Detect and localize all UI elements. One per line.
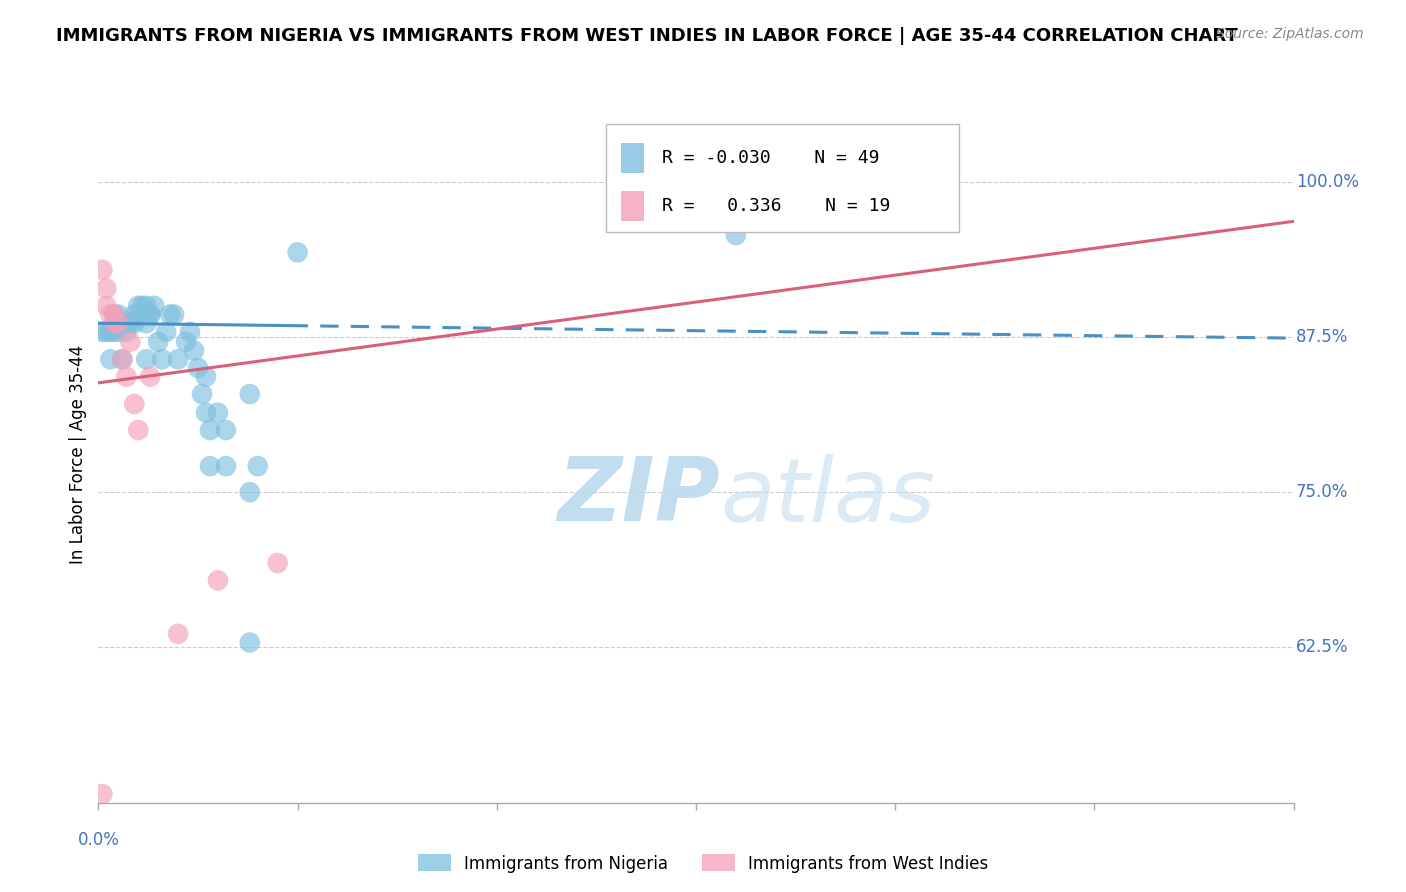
Point [107, 316, 129, 330]
Point [267, 556, 290, 570]
Point [115, 369, 138, 384]
Point [124, 316, 146, 330]
FancyBboxPatch shape [620, 143, 644, 173]
Point [96, 299, 118, 313]
Point [724, 183, 747, 197]
Point [124, 308, 146, 322]
Point [96, 281, 118, 295]
Point [155, 325, 177, 339]
Point [91, 325, 114, 339]
Point [246, 459, 269, 474]
Text: 100.0%: 100.0% [1296, 172, 1360, 191]
Text: atlas: atlas [720, 454, 935, 540]
Text: Source: ZipAtlas.com: Source: ZipAtlas.com [1216, 27, 1364, 41]
Point [194, 406, 218, 420]
Point [120, 334, 142, 349]
Text: R =   0.336    N = 19: R = 0.336 N = 19 [662, 197, 890, 215]
Point [139, 369, 162, 384]
Point [107, 308, 129, 322]
Y-axis label: In Labor Force | Age 35-44: In Labor Force | Age 35-44 [69, 345, 87, 565]
Point [111, 352, 134, 367]
Point [198, 459, 221, 474]
Point [98, 308, 122, 322]
FancyBboxPatch shape [620, 191, 644, 221]
Point [215, 459, 238, 474]
Point [174, 334, 197, 349]
Point [215, 423, 238, 437]
Point [135, 299, 157, 313]
Point [115, 325, 138, 339]
Point [124, 397, 146, 411]
Point [207, 406, 229, 420]
Point [96, 325, 118, 339]
Point [139, 308, 162, 322]
Point [91, 262, 114, 277]
Point [127, 308, 149, 322]
Point [167, 352, 190, 367]
Point [187, 360, 209, 375]
Point [167, 627, 190, 641]
Point [148, 334, 170, 349]
Point [135, 352, 157, 367]
Point [198, 423, 221, 437]
Point [103, 308, 125, 322]
Point [207, 574, 229, 588]
Point [111, 316, 134, 330]
Text: ZIP: ZIP [557, 453, 720, 541]
Text: R = -0.030    N = 49: R = -0.030 N = 49 [662, 149, 880, 167]
Point [115, 316, 138, 330]
Point [163, 308, 186, 322]
Point [183, 343, 205, 358]
Point [191, 387, 214, 401]
Point [103, 325, 125, 339]
Text: 75.0%: 75.0% [1296, 483, 1348, 501]
Point [120, 316, 142, 330]
Point [107, 325, 129, 339]
Point [139, 308, 162, 322]
Point [103, 308, 125, 322]
Point [143, 299, 166, 313]
Point [150, 352, 173, 367]
Point [127, 423, 149, 437]
Point [98, 352, 122, 367]
Point [98, 325, 122, 339]
Point [239, 485, 262, 500]
Point [733, 183, 755, 197]
Text: 62.5%: 62.5% [1296, 639, 1348, 657]
FancyBboxPatch shape [606, 124, 959, 232]
Point [135, 316, 157, 330]
Point [127, 299, 149, 313]
Point [131, 299, 153, 313]
Point [179, 325, 201, 339]
Point [733, 183, 755, 197]
Point [111, 352, 134, 367]
Point [287, 245, 309, 260]
Text: 0.0%: 0.0% [77, 830, 120, 848]
Legend: Immigrants from Nigeria, Immigrants from West Indies: Immigrants from Nigeria, Immigrants from… [411, 847, 995, 880]
Point [91, 787, 114, 801]
Point [239, 387, 262, 401]
Point [103, 316, 125, 330]
Point [194, 369, 218, 384]
Text: IMMIGRANTS FROM NIGERIA VS IMMIGRANTS FROM WEST INDIES IN LABOR FORCE | AGE 35-4: IMMIGRANTS FROM NIGERIA VS IMMIGRANTS FR… [56, 27, 1239, 45]
Point [159, 308, 181, 322]
Text: 87.5%: 87.5% [1296, 328, 1348, 346]
Point [724, 227, 747, 242]
Point [239, 635, 262, 649]
